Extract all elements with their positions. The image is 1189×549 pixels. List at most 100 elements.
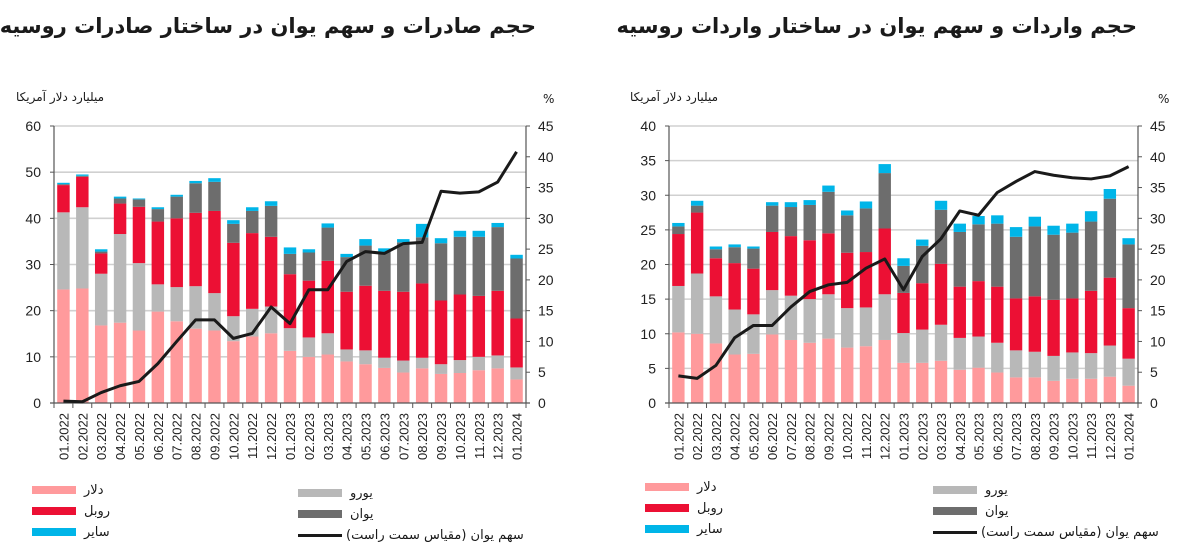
legend-other-label: سایر: [84, 524, 110, 540]
bar-segment-ruble: [709, 258, 723, 297]
bar-segment-ruble: [113, 203, 127, 235]
left-tick-label: 40: [640, 118, 656, 134]
axes: 0 5 10 15 20 25 30 35 40 0 5 10 15 20 25 30 35 40 45 01.202…: [640, 118, 1165, 460]
import-left-axis-unit: میلیارد دلار آمریکا: [630, 90, 719, 104]
bar-segment-euro: [170, 287, 183, 322]
bar-segment-dollar: [208, 330, 221, 403]
bar-segment-euro: [151, 284, 165, 312]
bar-segment-other: [747, 246, 760, 249]
bar-segment-ruble: [972, 281, 985, 337]
bar-stack-05.2022: [132, 198, 146, 403]
x-tick-label: 04.2022: [113, 413, 128, 460]
bar-segment-dollar: [709, 343, 723, 403]
right-tick-label: 0: [538, 395, 546, 411]
x-tick-label: 08.2023: [415, 413, 430, 460]
bar-segment-euro: [359, 350, 372, 365]
bar-segment-ruble: [340, 291, 353, 350]
bar-segment-dollar: [151, 311, 165, 403]
bar-stack-02.2022: [76, 174, 89, 403]
bar-segment-dollar: [132, 330, 146, 403]
bar-segment-other: [170, 194, 183, 197]
bar-segment-euro: [878, 294, 891, 340]
x-tick-label: 12.2022: [878, 413, 893, 460]
x-tick-label: 03.2022: [709, 413, 724, 460]
left-tick-label: 15: [640, 291, 656, 307]
left-tick-label: 10: [25, 349, 41, 365]
right-tick-label: 20: [1150, 272, 1166, 288]
bar-segment-euro: [378, 357, 391, 368]
bar-segment-yuan: [953, 231, 966, 287]
bar-segment-yuan: [709, 249, 723, 259]
bar-stack-07.2023: [1009, 227, 1023, 403]
bar-segment-dollar: [264, 333, 278, 403]
bar-segment-other: [1084, 211, 1098, 222]
legend-yuan-share-swatch: [933, 530, 977, 534]
bar-segment-dollar: [1009, 377, 1023, 403]
bar-segment-other: [453, 230, 467, 237]
bar-segment-ruble: [1103, 277, 1117, 346]
bar-segment-euro: [822, 294, 835, 339]
bar-segment-euro: [747, 314, 760, 354]
right-tick-label: 40: [538, 149, 554, 165]
x-tick-label: 11.2023: [1084, 413, 1099, 459]
bar-segment-euro: [991, 342, 1004, 373]
bar-segment-ruble: [859, 252, 873, 308]
left-tick-label: 20: [25, 303, 41, 319]
right-tick-label: 45: [538, 118, 554, 134]
x-tick-label: 03.2023: [934, 413, 949, 460]
bar-stack-11.2022: [246, 207, 259, 403]
legend-dollar: دلار: [32, 482, 103, 498]
left-tick-label: 40: [25, 210, 41, 226]
bar-segment-ruble: [472, 295, 486, 357]
bar-segment-yuan: [672, 226, 685, 235]
bar-stack-05.2023: [359, 239, 372, 403]
right-tick-label: 15: [1150, 303, 1166, 319]
left-tick-label: 0: [33, 395, 41, 411]
bar-segment-dollar: [434, 373, 448, 403]
bar-segment-dollar: [76, 288, 89, 403]
bar-stack-01.2023: [897, 258, 910, 403]
bar-segment-yuan: [472, 236, 486, 296]
x-tick-label: 01.2022: [671, 413, 686, 460]
bar-segment-yuan: [321, 227, 334, 261]
x-tick-label: 01.2024: [510, 413, 525, 460]
bar-segment-ruble: [841, 252, 854, 309]
bar-segment-ruble: [453, 294, 467, 361]
x-tick-label: 07.2022: [784, 413, 799, 460]
bar-segment-dollar: [859, 346, 873, 403]
bar-segment-other: [132, 198, 146, 200]
bar-segment-other: [189, 180, 202, 184]
right-tick-label: 30: [1150, 210, 1166, 226]
bar-segment-dollar: [359, 364, 372, 403]
bar-segment-dollar: [878, 339, 891, 403]
bar-stack-06.2022: [765, 202, 779, 403]
bar-segment-yuan: [1103, 198, 1117, 278]
bar-segment-other: [321, 223, 334, 228]
left-tick-label: 35: [640, 153, 656, 169]
x-tick-label: 07.2022: [170, 413, 185, 460]
bar-segment-other: [878, 164, 891, 174]
bar-segment-other: [1066, 223, 1079, 233]
x-tick-label: 02.2023: [302, 413, 317, 460]
x-tick-label: 08.2022: [189, 413, 204, 460]
bar-segment-other: [822, 185, 835, 192]
bar-segment-yuan: [1047, 234, 1060, 300]
bar-segment-other: [765, 202, 779, 206]
bar-stack-03.2022: [94, 249, 108, 403]
x-tick-label: 03.2022: [94, 413, 109, 460]
bar-stack-01.2023: [283, 247, 297, 403]
x-tick-label: 05.2022: [132, 413, 147, 460]
bar-stack-02.2023: [916, 239, 929, 403]
bar-segment-yuan: [803, 204, 816, 241]
bar-segment-euro: [897, 333, 910, 363]
bar-segment-euro: [340, 349, 353, 362]
right-tick-label: 5: [1150, 364, 1158, 380]
legend-yuan-swatch: [933, 507, 977, 515]
bar-segment-yuan: [991, 223, 1004, 287]
bar-segment-ruble: [434, 300, 448, 365]
bar-segment-other: [672, 222, 685, 227]
right-tick-label: 0: [1150, 395, 1158, 411]
bar-segment-yuan: [1028, 226, 1042, 297]
bar-segment-euro: [94, 273, 108, 326]
bar-segment-ruble: [1066, 298, 1079, 353]
